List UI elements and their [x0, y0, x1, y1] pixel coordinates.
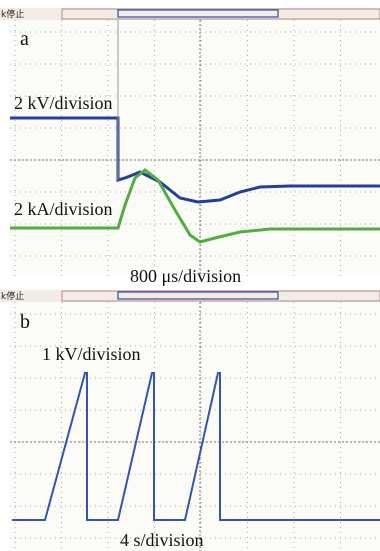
figure: k停止 a 2 kV/division 2 kA/division 800 μs…: [0, 0, 380, 551]
panel-a: k停止 a 2 kV/division 2 kA/division 800 μs…: [0, 8, 380, 286]
status-text: k停止: [1, 8, 24, 20]
panel-label: a: [20, 28, 29, 50]
status-text: k停止: [1, 290, 24, 302]
panel-b: k停止 b 1 kV/division 4 s/division: [0, 290, 380, 551]
annotation: 2 kV/division: [14, 93, 113, 113]
annotation: 800 μs/division: [130, 266, 241, 286]
annotation: 1 kV/division: [42, 344, 141, 364]
panel-label: b: [20, 311, 30, 333]
annotation: 2 kA/division: [14, 199, 113, 219]
screen: [10, 302, 380, 551]
annotation: 4 s/division: [120, 530, 204, 550]
